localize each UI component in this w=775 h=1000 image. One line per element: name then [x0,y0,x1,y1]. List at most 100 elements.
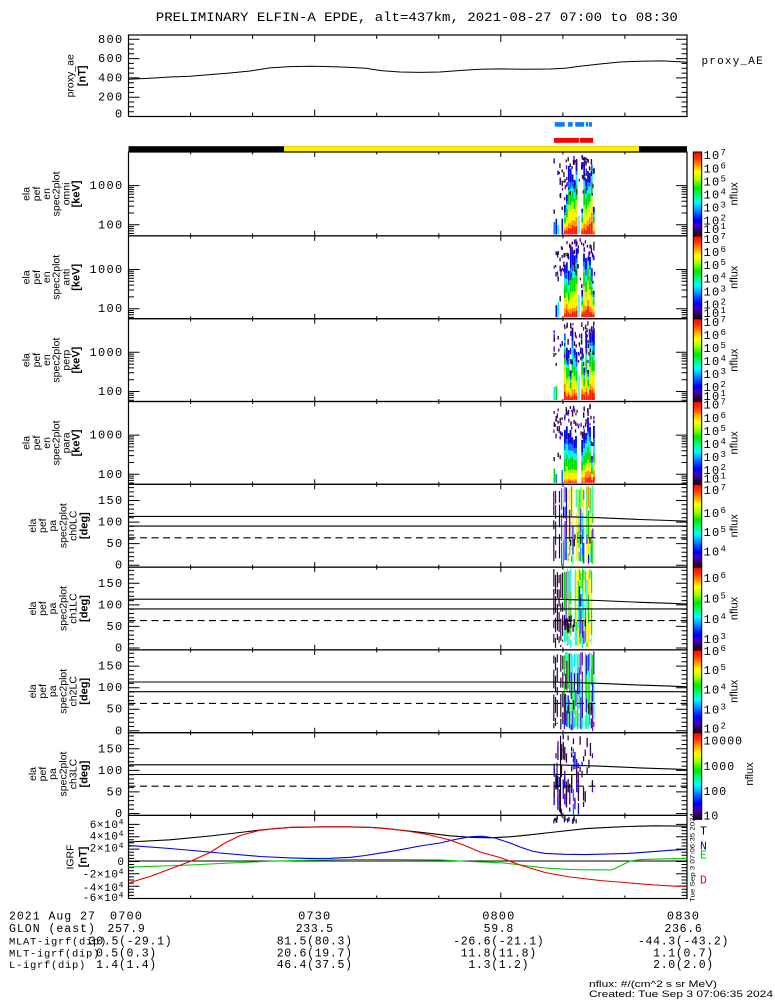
svg-text:en: en [41,354,53,366]
svg-text:MLT-igrf(dip): MLT-igrf(dip) [9,948,100,960]
svg-text:Created: Tue Sep 3 07:06:35 2: Created: Tue Sep 3 07:06:35 2024 [589,989,773,1000]
svg-text:0: 0 [115,807,124,821]
svg-text:50: 50 [106,785,123,799]
svg-text:102: 102 [704,722,728,737]
svg-text:1.3(1.2): 1.3(1.2) [468,959,529,972]
svg-text:spec2plot: spec2plot [58,503,70,548]
svg-text:105: 105 [704,592,728,607]
svg-text:104: 104 [704,612,728,627]
svg-text:0: 0 [115,559,124,573]
svg-text:105: 105 [704,258,728,273]
svg-text:ela: ela [21,353,33,367]
svg-text:[keV]: [keV] [71,180,83,207]
svg-text:nflux: nflux [729,265,741,289]
svg-text:pef: pef [31,187,43,202]
svg-text:105: 105 [704,341,728,356]
svg-text:proxy_AE: proxy_AE [702,56,764,68]
svg-text:spec2plot: spec2plot [51,171,63,216]
svg-text:ch3LC: ch3LC [68,758,80,789]
svg-text:1000: 1000 [89,179,123,193]
svg-text:20.6(19.7): 20.6(19.7) [277,947,353,960]
svg-text:-2×104: -2×104 [83,868,124,882]
svg-text:pef: pef [31,436,43,451]
svg-text:ela: ela [27,601,39,615]
svg-text:6×104: 6×104 [90,818,124,832]
svg-text:104: 104 [704,354,728,369]
svg-text:103: 103 [704,450,728,465]
svg-text:100: 100 [98,764,124,778]
svg-text:100: 100 [98,218,124,232]
svg-text:pef: pef [37,684,49,699]
svg-text:pef: pef [37,601,49,616]
svg-text:100: 100 [98,302,124,316]
svg-text:102: 102 [704,297,728,312]
svg-text:E: E [700,850,707,863]
svg-text:nflux: nflux [744,762,756,786]
svg-text:1000: 1000 [89,263,123,277]
svg-text:nflux: nflux [729,182,741,206]
svg-text:pa: pa [47,520,59,532]
svg-text:[nT]: [nT] [77,65,89,86]
svg-text:104: 104 [704,544,728,559]
svg-text:101: 101 [704,472,728,487]
svg-text:150: 150 [98,577,124,591]
svg-text:spec2plot: spec2plot [51,338,63,383]
svg-text:30.5(-29.1): 30.5(-29.1) [89,935,173,948]
svg-text:en: en [41,188,53,200]
svg-text:81.5(80.3): 81.5(80.3) [277,935,353,948]
svg-text:2.0(2.0): 2.0(2.0) [653,959,714,972]
svg-text:106: 106 [704,245,728,260]
svg-text:59.8: 59.8 [484,923,514,936]
svg-text:para: para [61,432,73,453]
svg-text:nflux: nflux [729,431,741,455]
svg-text:nflux: nflux [729,596,741,620]
svg-text:101: 101 [704,389,728,404]
svg-text:1.1(0.7): 1.1(0.7) [653,947,714,960]
svg-text:ela: ela [21,187,33,201]
svg-text:ch1LC: ch1LC [68,593,80,624]
svg-text:Tue Sep 3 07:06:35 2024: Tue Sep 3 07:06:35 2024 [690,813,697,902]
svg-text:IGRF: IGRF [65,844,77,869]
svg-text:105: 105 [704,174,728,189]
svg-text:0730: 0730 [298,909,331,923]
svg-text:105: 105 [704,424,728,439]
svg-text:[keV]: [keV] [71,346,83,373]
svg-text:103: 103 [704,632,728,647]
svg-text:1000: 1000 [89,429,123,443]
svg-text:4×104: 4×104 [90,830,124,844]
svg-text:2×104: 2×104 [90,842,124,856]
svg-text:107: 107 [704,148,728,163]
svg-text:150: 150 [98,742,124,756]
svg-text:106: 106 [704,506,728,521]
svg-text:103: 103 [704,703,728,718]
svg-text:11.8(11.8): 11.8(11.8) [461,947,537,960]
svg-text:en: en [41,271,53,283]
svg-text:800: 800 [98,33,124,47]
svg-text:200: 200 [98,91,124,105]
svg-text:0: 0 [115,108,124,122]
svg-text:10000: 10000 [704,735,744,748]
svg-text:L-igrf(dip): L-igrf(dip) [9,960,86,972]
svg-text:104: 104 [704,187,728,202]
svg-text:spec2plot: spec2plot [51,255,63,300]
svg-text:MLAT-igrf(dip): MLAT-igrf(dip) [9,936,107,948]
svg-text:105: 105 [704,663,728,678]
svg-text:spec2plot: spec2plot [51,420,63,465]
svg-text:1.4(1.4): 1.4(1.4) [96,959,157,972]
svg-text:10: 10 [704,811,720,824]
svg-text:0: 0 [115,724,124,738]
svg-text:-26.6(-21.1): -26.6(-21.1) [453,935,544,948]
svg-text:N: N [700,841,707,854]
svg-text:107: 107 [704,483,728,498]
svg-text:[keV]: [keV] [71,429,83,456]
svg-text:257.9: 257.9 [107,923,145,936]
svg-text:omni: omni [61,183,73,206]
svg-text:ela: ela [21,436,33,450]
svg-text:150: 150 [98,494,124,508]
svg-text:nflux: #/(cm^2 s sr MeV): nflux: #/(cm^2 s sr MeV) [589,979,717,990]
svg-text:1000: 1000 [89,346,123,360]
svg-text:106: 106 [704,644,728,659]
svg-text:proxy_ae: proxy_ae [65,54,77,97]
svg-text:[keV]: [keV] [71,264,83,291]
svg-text:104: 104 [704,437,728,452]
